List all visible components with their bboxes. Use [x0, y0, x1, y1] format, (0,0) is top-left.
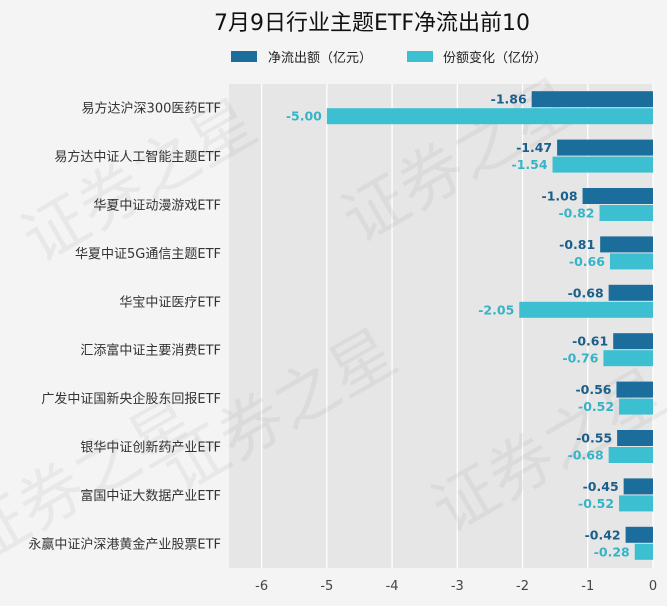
legend-swatch-net-outflow — [231, 51, 257, 62]
category-label: 易方达中证人工智能主题ETF — [54, 149, 221, 165]
data-label-net-outflow: -0.61 — [572, 334, 608, 349]
data-label-share-change: -0.52 — [578, 399, 614, 414]
legend-swatch-share-change — [407, 51, 433, 62]
legend: 净流出额（亿元） 份额变化（亿份） — [231, 50, 547, 66]
bar-share-change — [326, 108, 653, 125]
category-label: 银华中证创新药产业ETF — [80, 440, 221, 456]
data-label-net-outflow: -1.08 — [542, 189, 578, 204]
bar-net-outflow — [531, 91, 653, 108]
x-axis: -6 -5 -4 -3 -2 -1 0 — [255, 579, 657, 594]
data-label-net-outflow: -0.45 — [583, 479, 619, 494]
data-label-net-outflow: -1.86 — [491, 92, 527, 107]
x-tick-label: -5 — [320, 579, 333, 594]
bar-net-outflow — [616, 381, 653, 398]
data-label-share-change: -0.68 — [568, 448, 604, 463]
data-label-share-change: -0.66 — [569, 254, 605, 269]
x-tick-label: -1 — [581, 579, 594, 594]
bar-share-change — [519, 301, 653, 318]
bar-net-outflow — [557, 139, 653, 156]
data-label-net-outflow: -0.56 — [575, 382, 611, 397]
bar-net-outflow — [600, 236, 653, 253]
bar-net-outflow — [582, 188, 653, 204]
data-label-share-change: -2.05 — [478, 302, 514, 317]
bar-share-change — [608, 447, 653, 463]
category-label: 永赢中证沪深港黄金产业股票ETF — [28, 536, 221, 552]
bar-net-outflow — [625, 526, 653, 543]
data-label-share-change: -0.28 — [594, 544, 630, 559]
category-label: 富国中证大数据产业ETF — [80, 488, 221, 504]
bar-share-change — [552, 156, 653, 173]
category-label: 华夏中证5G通信主题ETF — [75, 247, 221, 262]
labels: 易方达沪深300医药ETF -1.86 -5.00 易方达中证人工智能主题ETF -1.… — [28, 92, 629, 560]
bar-net-outflow — [617, 430, 653, 446]
bar-net-outflow — [623, 478, 653, 495]
bar-share-change — [634, 543, 653, 560]
data-label-share-change: -5.00 — [286, 109, 322, 124]
legend-label-net-outflow: 净流出额（亿元） — [268, 51, 372, 66]
bar-net-outflow — [608, 284, 653, 301]
data-label-net-outflow: -0.55 — [576, 431, 612, 446]
x-tick-label: -4 — [386, 579, 399, 594]
chart-title: 7月9日行业主题ETF净流出前10 — [214, 11, 530, 36]
category-label: 华宝中证医疗ETF — [119, 295, 221, 310]
data-label-net-outflow: -0.81 — [559, 237, 595, 252]
category-label: 广发中证国新央企股东回报ETF — [41, 391, 221, 407]
category-label: 易方达沪深300医药ETF — [82, 101, 221, 117]
legend-label-share-change: 份额变化（亿份） — [443, 50, 547, 66]
category-label: 汇添富中证主要消费ETF — [80, 343, 221, 359]
data-label-share-change: -0.76 — [562, 351, 598, 366]
category-label: 华夏中证动漫游戏ETF — [93, 199, 221, 214]
bars — [326, 91, 653, 560]
bar-share-change — [619, 495, 653, 512]
x-tick-label: -3 — [451, 579, 464, 594]
bar-share-change — [619, 398, 653, 415]
bar-net-outflow — [613, 333, 653, 350]
data-label-share-change: -0.52 — [578, 496, 614, 511]
bar-share-change — [609, 253, 653, 270]
bar-share-change — [599, 205, 653, 221]
x-tick-label: -2 — [516, 579, 529, 594]
data-label-net-outflow: -0.68 — [568, 285, 604, 300]
data-label-share-change: -1.54 — [512, 157, 548, 172]
data-label-net-outflow: -1.47 — [516, 140, 552, 155]
data-label-net-outflow: -0.42 — [585, 527, 621, 542]
data-label-share-change: -0.82 — [558, 206, 594, 221]
x-tick-label: 0 — [649, 579, 657, 594]
bar-share-change — [603, 350, 653, 367]
x-tick-label: -6 — [255, 579, 268, 594]
